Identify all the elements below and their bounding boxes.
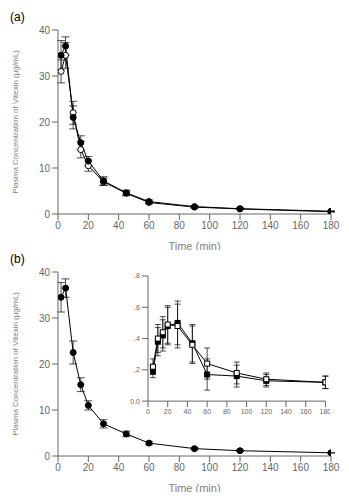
svg-text:30: 30: [39, 71, 51, 82]
svg-text:40: 40: [113, 220, 125, 231]
svg-text:Plasma Concentration of Vitexi: Plasma Concentration of Vitexin (μg/mL): [11, 50, 20, 194]
svg-text:80: 80: [174, 462, 186, 473]
svg-text:80: 80: [223, 408, 231, 415]
svg-text:.4: .4: [134, 335, 140, 342]
svg-text:40: 40: [39, 267, 51, 278]
svg-text:30: 30: [39, 313, 51, 324]
svg-text:20: 20: [83, 220, 95, 231]
svg-text:180: 180: [320, 408, 330, 415]
svg-text:140: 140: [262, 462, 279, 473]
svg-text:20: 20: [39, 359, 51, 370]
svg-text:0: 0: [44, 451, 50, 462]
svg-text:180: 180: [323, 220, 340, 231]
svg-text:20: 20: [83, 462, 95, 473]
svg-text:40: 40: [184, 408, 192, 415]
svg-text:140: 140: [262, 220, 279, 231]
svg-text:80: 80: [174, 220, 186, 231]
svg-text:180: 180: [323, 462, 340, 473]
svg-text:.2: .2: [134, 366, 140, 373]
svg-text:100: 100: [241, 408, 253, 415]
svg-text:120: 120: [232, 462, 249, 473]
svg-text:20: 20: [39, 117, 51, 128]
svg-text:Time (min): Time (min): [168, 240, 220, 250]
svg-text:.6: .6: [134, 303, 140, 310]
svg-text:0: 0: [55, 462, 61, 473]
svg-text:20: 20: [164, 408, 172, 415]
svg-text:10: 10: [39, 405, 51, 416]
svg-text:160: 160: [300, 408, 312, 415]
svg-text:0.0: 0.0: [130, 397, 140, 404]
html-text:(a): (a): [10, 10, 25, 24]
svg-text:100: 100: [201, 220, 218, 231]
svg-text:140: 140: [280, 408, 292, 415]
svg-text:40: 40: [113, 462, 125, 473]
svg-text:10: 10: [39, 163, 51, 174]
svg-text:40: 40: [39, 25, 51, 36]
svg-text:120: 120: [261, 408, 273, 415]
svg-text:60: 60: [143, 220, 155, 231]
svg-text:0: 0: [44, 209, 50, 220]
svg-text:0: 0: [55, 220, 61, 231]
svg-text:100: 100: [201, 462, 218, 473]
svg-text:120: 120: [232, 220, 249, 231]
svg-text:Time (min): Time (min): [168, 482, 220, 492]
svg-text:Plasma Concentration of Vitexi: Plasma Concentration of Vitexin (μg/mL): [11, 292, 20, 436]
svg-text:160: 160: [292, 462, 309, 473]
svg-text:160: 160: [292, 220, 309, 231]
html-text:(b): (b): [10, 252, 25, 266]
svg-text:0: 0: [146, 408, 150, 415]
svg-text:60: 60: [143, 462, 155, 473]
svg-text:.8: .8: [134, 272, 140, 279]
svg-text:60: 60: [203, 408, 211, 415]
